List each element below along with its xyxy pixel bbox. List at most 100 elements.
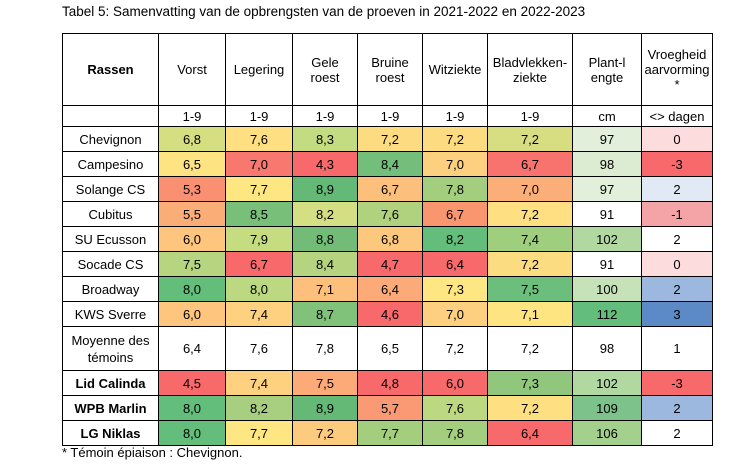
value-cell: 97: [572, 176, 642, 202]
column-header: Bruine roest: [357, 33, 423, 106]
value-cell: 4,3: [292, 151, 358, 177]
unit-cell: 1-9: [422, 105, 488, 127]
value-cell: -1: [641, 201, 713, 227]
value-cell: 7,6: [422, 395, 488, 421]
table-row: KWS Sverre 6,0 7,4 8,7 4,6 7,0 7,1 112 3: [62, 301, 713, 327]
value-cell: 7,8: [422, 176, 488, 202]
value-cell: 6,4: [487, 420, 573, 446]
value-cell: 7,7: [225, 420, 293, 446]
value-cell: 6,7: [487, 151, 573, 177]
value-cell: -3: [641, 370, 713, 396]
variety-name: KWS Sverre: [62, 301, 159, 327]
table-caption: Tabel 5: Samenvatting van de opbrengsten…: [62, 4, 586, 19]
value-cell: 7,8: [292, 326, 358, 371]
value-cell: 6,5: [357, 326, 423, 371]
value-cell: 2: [641, 176, 713, 202]
table-row: SU Ecusson 6,0 7,9 8,8 6,8 8,2 7,4 102 2: [62, 226, 713, 252]
variety-name: Moyenne des témoins: [62, 326, 159, 371]
value-cell: 7,0: [422, 301, 488, 327]
value-cell: 7,3: [487, 370, 573, 396]
value-cell: 6,0: [158, 301, 226, 327]
value-cell: 0: [641, 126, 713, 152]
value-cell: 7,6: [357, 201, 423, 227]
value-cell: 7,5: [292, 370, 358, 396]
value-cell: 6,4: [357, 276, 423, 302]
variety-name: Socade CS: [62, 251, 159, 277]
value-cell: 0: [641, 251, 713, 277]
variety-name: LG Niklas: [62, 420, 159, 446]
variety-name: Cubitus: [62, 201, 159, 227]
variety-name: Lid Calinda: [62, 370, 159, 396]
value-cell: 6,5: [158, 151, 226, 177]
value-cell: 7,5: [487, 276, 573, 302]
value-cell: 7,1: [292, 276, 358, 302]
value-cell: 106: [572, 420, 642, 446]
table-row: LG Niklas 8,0 7,7 7,2 7,7 7,8 6,4 106 2: [62, 420, 713, 446]
value-cell: 4,8: [357, 370, 423, 396]
value-cell: 7,2: [487, 201, 573, 227]
value-cell: 8,5: [225, 201, 293, 227]
column-header: Vroegheid aarvorming *: [641, 33, 713, 106]
value-cell: 7,8: [422, 420, 488, 446]
unit-cell: 1-9: [158, 105, 226, 127]
value-cell: 2: [641, 276, 713, 302]
table-row: Socade CS 7,5 6,7 8,4 4,7 6,4 7,2 91 0: [62, 251, 713, 277]
value-cell: 7,2: [422, 326, 488, 371]
unit-row: 1-9 1-9 1-9 1-9 1-9 1-9 cm <> dagen: [62, 105, 713, 127]
variety-name: SU Ecusson: [62, 226, 159, 252]
value-cell: 7,6: [225, 126, 293, 152]
value-cell: 7,0: [225, 151, 293, 177]
value-cell: 8,0: [158, 276, 226, 302]
results-table: Rassen Vorst Legering Gele roest Bruine …: [62, 33, 713, 446]
column-header: Gele roest: [292, 33, 358, 106]
value-cell: 7,2: [487, 126, 573, 152]
table-row: Broadway 8,0 8,0 7,1 6,4 7,3 7,5 100 2: [62, 276, 713, 302]
value-cell: 8,4: [357, 151, 423, 177]
value-cell: 7,7: [225, 176, 293, 202]
unit-cell: cm: [572, 105, 642, 127]
value-cell: 8,0: [225, 276, 293, 302]
value-cell: 4,5: [158, 370, 226, 396]
row-header-cell: Rassen: [62, 33, 159, 106]
table-row: Campesino 6,5 7,0 4,3 8,4 7,0 6,7 98 -3: [62, 151, 713, 177]
value-cell: 6,7: [357, 176, 423, 202]
value-cell: 7,2: [487, 395, 573, 421]
column-header: Witziekte: [422, 33, 488, 106]
value-cell: 7,4: [225, 370, 293, 396]
unit-cell: 1-9: [487, 105, 573, 127]
value-cell: 8,7: [292, 301, 358, 327]
value-cell: 91: [572, 201, 642, 227]
value-cell: 100: [572, 276, 642, 302]
value-cell: 7,9: [225, 226, 293, 252]
value-cell: 2: [641, 420, 713, 446]
unit-cell: 1-9: [357, 105, 423, 127]
value-cell: 3: [641, 301, 713, 327]
table-row: Lid Calinda 4,5 7,4 7,5 4,8 6,0 7,3 102 -3: [62, 370, 713, 396]
value-cell: 6,7: [422, 201, 488, 227]
value-cell: 6,4: [422, 251, 488, 277]
variety-name: WPB Marlin: [62, 395, 159, 421]
value-cell: 7,0: [487, 176, 573, 202]
value-cell: 98: [572, 326, 642, 371]
column-header: Plant-lengte: [572, 33, 642, 106]
value-cell: 91: [572, 251, 642, 277]
unit-cell: 1-9: [292, 105, 358, 127]
value-cell: 5,7: [357, 395, 423, 421]
header-row: Rassen Vorst Legering Gele roest Bruine …: [62, 33, 713, 106]
value-cell: 8,8: [292, 226, 358, 252]
column-header: Vorst: [158, 33, 226, 106]
unit-cell: 1-9: [225, 105, 293, 127]
value-cell: 7,2: [422, 126, 488, 152]
value-cell: 7,5: [158, 251, 226, 277]
value-cell: 8,3: [292, 126, 358, 152]
value-cell: 2: [641, 226, 713, 252]
value-cell: 6,4: [158, 326, 226, 371]
table-row: Cubitus 5,5 8,5 8,2 7,6 6,7 7,2 91 -1: [62, 201, 713, 227]
value-cell: 7,7: [357, 420, 423, 446]
value-cell: 8,0: [158, 395, 226, 421]
value-cell: 8,9: [292, 395, 358, 421]
footnote: * Témoin épiaison : Chevignon.: [62, 445, 243, 460]
table-row: Solange CS 5,3 7,7 8,9 6,7 7,8 7,0 97 2: [62, 176, 713, 202]
value-cell: 6,7: [225, 251, 293, 277]
variety-name: Chevignon: [62, 126, 159, 152]
